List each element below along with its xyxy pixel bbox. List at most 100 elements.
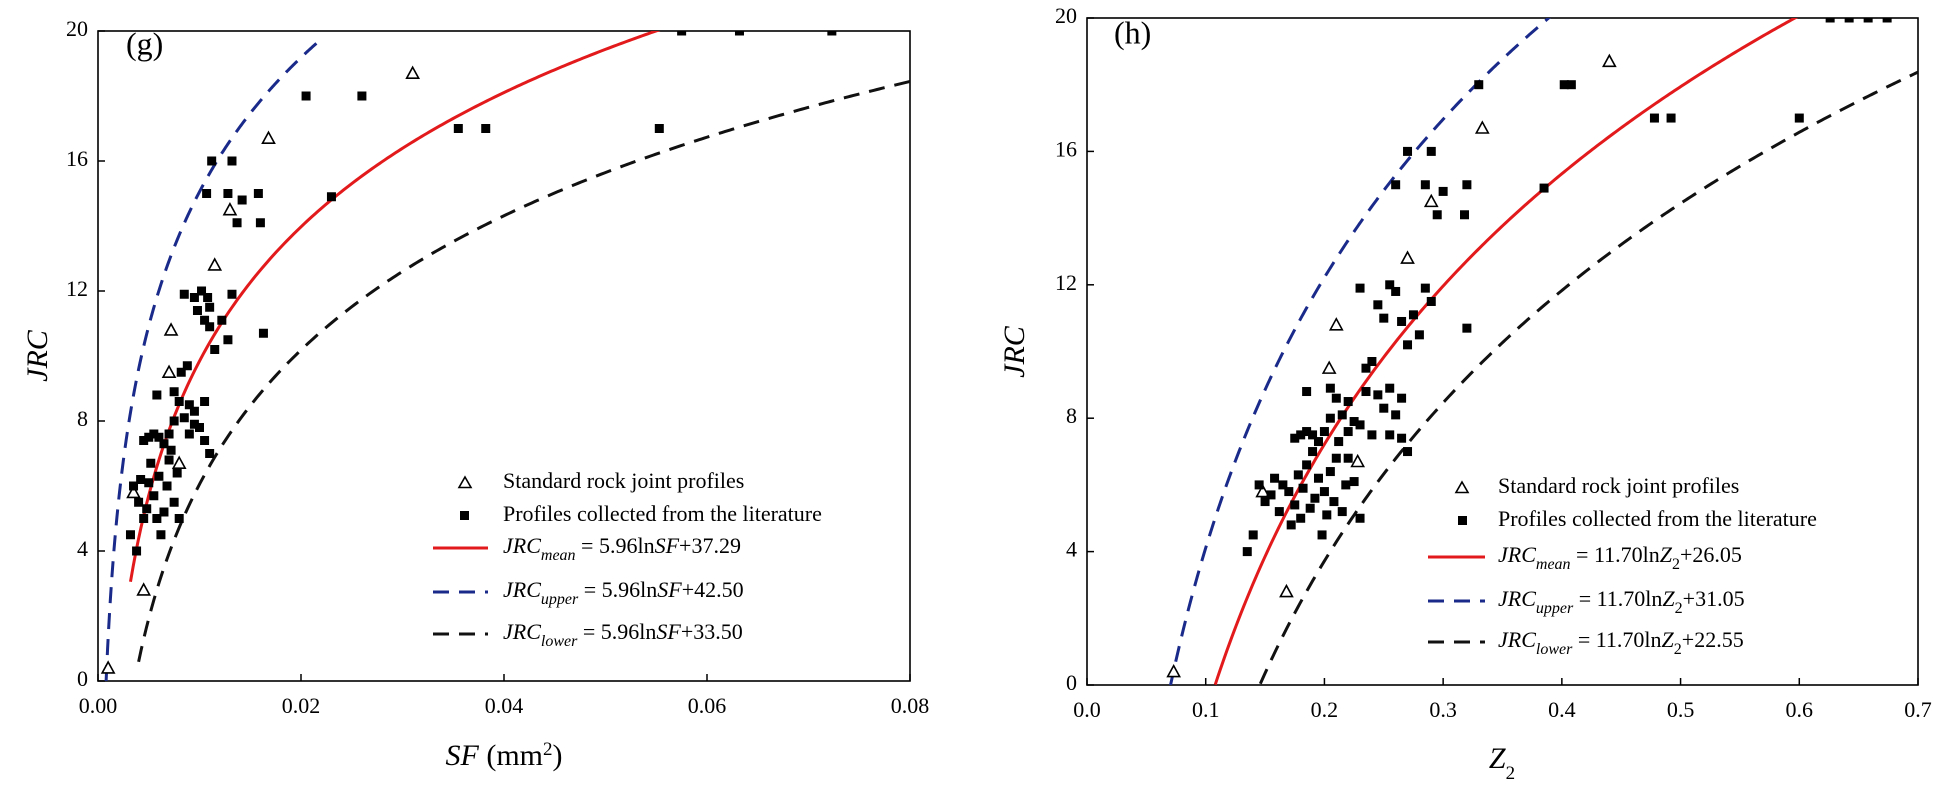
point-literature-profile: [189, 293, 199, 302]
point-literature-profile: [205, 322, 215, 332]
point-standard-profile: [1321, 360, 1337, 374]
point-literature-profile: [197, 286, 207, 296]
point-literature-profile: [129, 481, 139, 491]
fit-curves-g: [104, 31, 910, 681]
point-literature-profile: [1313, 437, 1323, 447]
curve-lower: [1258, 70, 1918, 685]
point-literature-profile: [205, 302, 215, 312]
point-literature-profile: [1325, 413, 1335, 423]
point-literature-profile: [1319, 487, 1329, 497]
point-literature-profile: [172, 468, 182, 478]
point-literature-profile: [1355, 420, 1365, 430]
point-literature-profile: [1308, 430, 1318, 440]
x-tick-label: 0.06: [688, 693, 727, 718]
y-tick-label: 4: [77, 536, 88, 561]
y-axis-title-h: JRC: [998, 325, 1031, 378]
point-literature-profile: [1397, 433, 1407, 443]
point-literature-profile: [176, 367, 186, 377]
point-standard-profile: [1474, 120, 1490, 134]
point-literature-profile: [200, 315, 210, 325]
point-literature-profile: [1308, 447, 1318, 457]
point-literature-profile: [152, 514, 162, 523]
point-literature-profile: [1863, 18, 1873, 23]
point-literature-profile: [164, 455, 174, 465]
point-standard-profile: [1166, 663, 1182, 678]
point-literature-profile: [1284, 487, 1294, 497]
curve-upper: [104, 37, 323, 681]
point-literature-profile: [1341, 480, 1351, 490]
point-literature-profile: [1462, 180, 1472, 190]
point-literature-profile: [1355, 283, 1365, 293]
x-tick-label: 0.1: [1192, 697, 1220, 722]
point-literature-profile: [203, 293, 213, 302]
legend-label-upper-h: JRCupper = 11.70lnZ2+31.05: [1498, 586, 1745, 617]
x-tick-label: 0.0: [1073, 697, 1101, 722]
point-literature-profile: [255, 218, 265, 228]
legend-g: Standard rock joint profiles Profiles co…: [433, 468, 822, 650]
point-literature-profile: [1286, 520, 1296, 530]
point-literature-profile: [156, 530, 166, 540]
point-literature-profile: [166, 445, 176, 455]
point-literature-profile: [1349, 477, 1359, 487]
point-standard-profile: [405, 65, 420, 79]
point-literature-profile: [1290, 500, 1300, 510]
plot-frame-h: [1086, 17, 1919, 686]
fit-curves-h: [1169, 18, 1918, 685]
point-literature-profile: [139, 436, 149, 445]
point-literature-profile: [1420, 283, 1430, 293]
point-literature-profile: [169, 387, 179, 397]
x-tick-label: 0.08: [891, 693, 930, 718]
x-tick-label: 0.02: [282, 693, 321, 718]
x-tick-label: 0.6: [1786, 697, 1814, 722]
point-literature-profile: [1310, 493, 1320, 503]
point-literature-profile: [1313, 473, 1323, 483]
x-tick-label: 0.3: [1429, 697, 1457, 722]
y-tick-label: 12: [1055, 270, 1077, 295]
legend-label-triangles-h: Standard rock joint profiles: [1498, 473, 1739, 498]
point-literature-profile: [159, 439, 169, 449]
point-literature-profile: [1361, 363, 1371, 373]
point-literature-profile: [136, 475, 146, 484]
point-literature-profile: [1385, 383, 1395, 393]
point-standard-profile: [126, 484, 141, 499]
point-literature-profile: [253, 189, 263, 198]
point-literature-profile: [1254, 480, 1264, 490]
point-literature-profile: [195, 423, 204, 432]
point-literature-profile: [677, 31, 687, 36]
point-literature-profile: [223, 189, 233, 198]
x-axis-title-g: SF (mm2): [446, 739, 563, 773]
point-literature-profile: [1343, 453, 1353, 463]
point-literature-profile: [1242, 547, 1252, 557]
point-literature-profile: [144, 432, 154, 442]
point-literature-profile: [258, 328, 268, 338]
legend-label-lower-h: JRClower = 11.70lnZ2+22.55: [1498, 627, 1744, 658]
point-literature-profile: [326, 192, 336, 202]
point-literature-profile: [169, 416, 179, 426]
point-literature-profile: [210, 345, 220, 354]
point-literature-profile: [1248, 530, 1258, 540]
point-literature-profile: [223, 335, 233, 345]
point-standard-profile: [1400, 250, 1415, 264]
point-literature-profile: [1373, 390, 1383, 400]
point-literature-profile: [1331, 393, 1341, 403]
legend-label-mean-g: JRCmean = 5.96lnSF+37.29: [503, 533, 741, 564]
point-literature-profile: [232, 218, 242, 228]
point-literature-profile: [1385, 430, 1395, 440]
point-literature-profile: [1379, 403, 1389, 413]
point-literature-profile: [227, 289, 237, 299]
point-literature-profile: [1408, 310, 1418, 320]
point-literature-profile: [301, 91, 311, 101]
point-literature-profile: [654, 124, 664, 133]
legend-label-squares-h: Profiles collected from the literature: [1498, 506, 1817, 531]
point-literature-profile: [192, 306, 202, 315]
point-literature-profile: [453, 124, 463, 133]
axis-ticks-g: 0.00 0.02 0.04 0.06 0.08 0 4 8 12 16 20: [66, 16, 929, 718]
point-literature-profile: [1649, 113, 1659, 123]
point-literature-profile: [1319, 427, 1329, 437]
point-standard-profile: [136, 582, 152, 596]
point-standard-profile: [222, 202, 238, 216]
point-literature-profile: [1794, 113, 1804, 123]
point-literature-profile: [1373, 300, 1383, 310]
point-literature-profile: [1302, 427, 1312, 437]
point-literature-profile: [1438, 186, 1448, 196]
